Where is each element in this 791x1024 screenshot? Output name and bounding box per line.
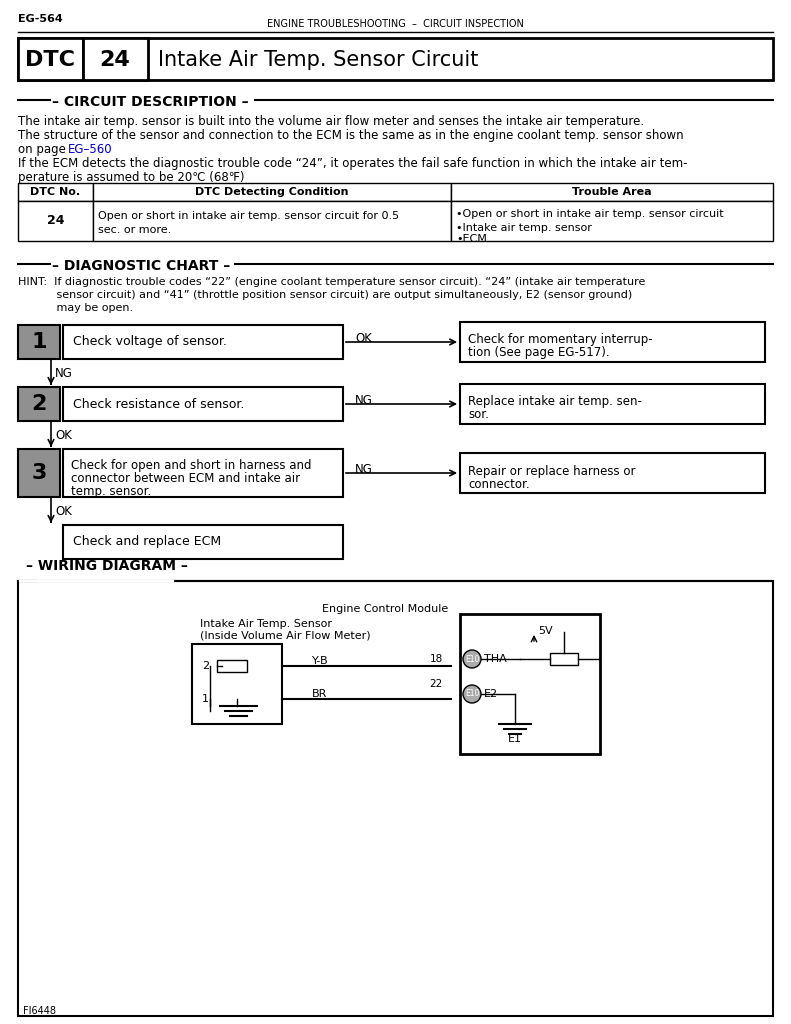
Text: The intake air temp. sensor is built into the volume air flow meter and senses t: The intake air temp. sensor is built int… <box>18 115 644 128</box>
Text: – CIRCUIT DESCRIPTION –: – CIRCUIT DESCRIPTION – <box>52 95 248 109</box>
Text: ENGINE TROUBLESHOOTING  –  CIRCUIT INSPECTION: ENGINE TROUBLESHOOTING – CIRCUIT INSPECT… <box>267 19 524 29</box>
Text: sensor circuit) and “41” (throttle position sensor circuit) are output simultane: sensor circuit) and “41” (throttle posit… <box>18 290 632 300</box>
Bar <box>460 614 600 754</box>
Text: BR: BR <box>312 689 327 699</box>
Text: DTC Detecting Condition: DTC Detecting Condition <box>195 187 349 197</box>
Text: .: . <box>100 143 104 156</box>
Text: If the ECM detects the diagnostic trouble code “24”, it operates the fail safe f: If the ECM detects the diagnostic troubl… <box>18 157 687 170</box>
Bar <box>18 183 93 201</box>
Bar <box>83 38 148 80</box>
Text: EG-564: EG-564 <box>18 14 62 24</box>
Bar <box>93 201 451 241</box>
Text: E2: E2 <box>484 689 498 699</box>
Bar <box>550 653 578 665</box>
Text: 24: 24 <box>47 214 64 227</box>
Text: Check resistance of sensor.: Check resistance of sensor. <box>73 397 244 411</box>
Circle shape <box>463 650 481 668</box>
Bar <box>63 525 343 559</box>
Text: 3: 3 <box>32 463 47 483</box>
Bar <box>18 325 60 359</box>
Text: HINT:  If diagnostic trouble codes “22” (engine coolant temperature sensor circu: HINT: If diagnostic trouble codes “22” (… <box>18 278 645 287</box>
Text: OK: OK <box>355 332 372 345</box>
Bar <box>217 660 247 672</box>
Text: •Intake air temp. sensor: •Intake air temp. sensor <box>456 223 592 233</box>
Text: Check for open and short in harness and: Check for open and short in harness and <box>71 459 312 472</box>
Text: Intake Air Temp. Sensor Circuit: Intake Air Temp. Sensor Circuit <box>158 50 479 70</box>
Text: THA: THA <box>484 654 507 664</box>
Bar <box>451 201 773 241</box>
Text: – DIAGNOSTIC CHART –: – DIAGNOSTIC CHART – <box>52 259 230 273</box>
Bar <box>460 453 765 493</box>
Circle shape <box>463 685 481 703</box>
Text: (Inside Volume Air Flow Meter): (Inside Volume Air Flow Meter) <box>200 631 371 641</box>
Bar <box>18 38 773 80</box>
Bar <box>93 183 451 201</box>
Bar <box>18 38 83 80</box>
Text: Trouble Area: Trouble Area <box>572 187 652 197</box>
Text: 22: 22 <box>430 679 443 689</box>
Text: 2: 2 <box>32 394 47 414</box>
Text: •ECM: •ECM <box>456 234 487 244</box>
Text: 5V: 5V <box>538 626 553 636</box>
Bar <box>460 322 765 362</box>
Text: NG: NG <box>55 367 73 380</box>
Text: •Open or short in intake air temp. sensor circuit: •Open or short in intake air temp. senso… <box>456 209 724 219</box>
Text: Replace intake air temp. sen-: Replace intake air temp. sen- <box>468 395 642 408</box>
Text: DTC: DTC <box>25 50 75 70</box>
Text: Open or short in intake air temp. sensor circuit for 0.5: Open or short in intake air temp. sensor… <box>98 211 399 221</box>
Bar <box>18 201 93 241</box>
Text: sec. or more.: sec. or more. <box>98 225 171 234</box>
Text: tion (See page EG-517).: tion (See page EG-517). <box>468 346 610 359</box>
Bar <box>63 387 343 421</box>
Text: The structure of the sensor and connection to the ECM is the same as in the engi: The structure of the sensor and connecti… <box>18 129 683 142</box>
Bar <box>18 449 60 497</box>
Text: sor.: sor. <box>468 408 489 421</box>
Bar <box>18 387 60 421</box>
Text: 1: 1 <box>32 332 47 352</box>
Text: Check for momentary interrup-: Check for momentary interrup- <box>468 333 653 346</box>
Text: on page: on page <box>18 143 70 156</box>
Text: DTC No.: DTC No. <box>30 187 81 197</box>
Bar <box>192 644 282 724</box>
Text: Check voltage of sensor.: Check voltage of sensor. <box>73 336 227 348</box>
Bar <box>18 581 773 1016</box>
Text: FI6448: FI6448 <box>23 1006 56 1016</box>
Text: Y-B: Y-B <box>312 656 328 666</box>
Text: NG: NG <box>355 463 373 476</box>
Text: OK: OK <box>55 429 72 442</box>
Text: 18: 18 <box>430 654 443 664</box>
Text: Engine Control Module: Engine Control Module <box>323 604 448 614</box>
Text: Check and replace ECM: Check and replace ECM <box>73 536 221 549</box>
Bar <box>451 183 773 201</box>
Text: perature is assumed to be 20℃ (68℉): perature is assumed to be 20℃ (68℉) <box>18 171 244 184</box>
Text: EG–560: EG–560 <box>68 143 112 156</box>
Text: E10: E10 <box>465 654 479 664</box>
Text: connector between ECM and intake air: connector between ECM and intake air <box>71 472 300 485</box>
Text: NG: NG <box>355 394 373 407</box>
Text: OK: OK <box>55 505 72 518</box>
Text: connector.: connector. <box>468 478 530 490</box>
Text: Repair or replace harness or: Repair or replace harness or <box>468 465 635 478</box>
Text: – WIRING DIAGRAM –: – WIRING DIAGRAM – <box>26 559 188 573</box>
Text: Intake Air Temp. Sensor: Intake Air Temp. Sensor <box>200 618 332 629</box>
Text: may be open.: may be open. <box>18 303 133 313</box>
Text: 24: 24 <box>100 50 131 70</box>
Text: 2: 2 <box>202 662 209 671</box>
Text: E10: E10 <box>465 689 479 698</box>
Text: temp. sensor.: temp. sensor. <box>71 485 151 498</box>
Bar <box>63 325 343 359</box>
Text: 1: 1 <box>202 694 209 705</box>
Bar <box>63 449 343 497</box>
Bar <box>460 384 765 424</box>
Text: E1: E1 <box>508 734 522 744</box>
